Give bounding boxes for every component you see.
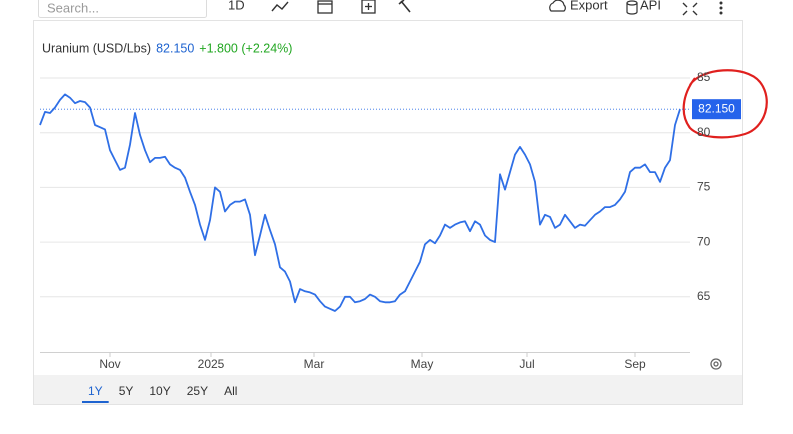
range-button[interactable]: All	[224, 384, 237, 398]
calendar-icon[interactable]	[317, 0, 333, 14]
range-bar	[34, 375, 742, 404]
api-icon[interactable]	[626, 0, 638, 15]
x-tick-label: 2025	[198, 357, 225, 371]
api-button[interactable]: API	[640, 0, 661, 12]
x-tick-label: Jul	[519, 357, 534, 371]
y-tick-label: 75	[697, 180, 711, 194]
range-button[interactable]: 5Y	[119, 384, 134, 398]
x-tick-label: Mar	[304, 357, 325, 371]
annotation-circle	[682, 69, 768, 139]
interval-button[interactable]: 1D	[228, 0, 245, 12]
range-button[interactable]: 1Y	[88, 384, 103, 398]
x-tick-label: Sep	[624, 357, 646, 371]
last-price-label: 82.150	[698, 101, 735, 115]
fullscreen-icon[interactable]	[682, 2, 698, 16]
chart-title: Uranium (USD/Lbs)	[42, 41, 151, 55]
range-button[interactable]: 10Y	[149, 384, 170, 398]
y-tick-label: 65	[697, 289, 711, 303]
export-button[interactable]: Export	[570, 0, 608, 12]
export-icon[interactable]	[549, 0, 566, 12]
line-type-icon[interactable]	[271, 1, 289, 12]
x-tick-label: Nov	[99, 357, 120, 371]
tools-icon[interactable]	[398, 0, 411, 13]
search-placeholder: Search...	[47, 0, 99, 15]
price: 82.150	[156, 41, 194, 55]
y-tick-label: 85	[697, 70, 711, 84]
settings-icon[interactable]	[710, 358, 722, 370]
menu-icon[interactable]	[719, 1, 723, 15]
chart-frame	[33, 20, 743, 405]
y-tick-label: 70	[697, 234, 711, 248]
price-line	[39, 93, 681, 312]
last-price-box	[692, 99, 741, 120]
y-tick-label: 80	[697, 125, 711, 139]
range-button[interactable]: 25Y	[187, 384, 208, 398]
x-tick-label: May	[411, 357, 434, 371]
add-icon[interactable]	[361, 0, 376, 14]
search-box[interactable]	[38, 0, 207, 18]
price-change: +1.800 (+2.24%)	[199, 41, 292, 55]
